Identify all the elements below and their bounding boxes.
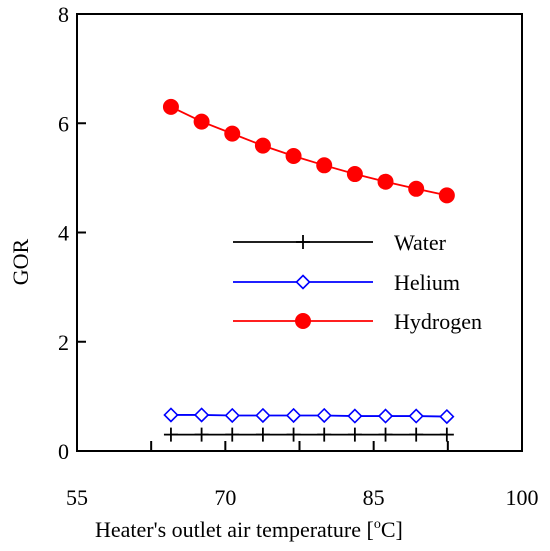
x-axis-title-main: Heater's outlet air temperature [ <box>95 517 374 542</box>
legend-item-water: Water <box>233 230 447 255</box>
data-point-helium-6 <box>347 408 363 424</box>
data-point-helium-1 <box>193 407 210 423</box>
y-axis: 0 2 4 6 8 <box>58 2 86 464</box>
legend-marker-hydrogen <box>295 313 311 329</box>
x-axis-title: Heater's outlet air temperature [oC] <box>95 517 403 542</box>
data-point-hydrogen-7 <box>377 173 394 190</box>
x-tick-label: 70 <box>214 485 236 510</box>
data-point-water-3 <box>255 427 270 442</box>
data-point-hydrogen-4 <box>285 148 302 165</box>
data-point-hydrogen-3 <box>254 137 271 154</box>
data-point-water-2 <box>225 427 240 442</box>
data-point-helium-9 <box>439 408 455 425</box>
x-axis-title-tail: C] <box>381 517 403 542</box>
series-line-hydrogen <box>170 106 448 197</box>
data-point-helium-3 <box>255 407 271 424</box>
y-axis-title: GOR <box>8 238 33 285</box>
x-tick-label: 100 <box>506 485 539 510</box>
data-point-helium-2 <box>224 407 240 424</box>
data-point-water-5 <box>317 427 332 442</box>
data-point-helium-7 <box>377 408 394 424</box>
series-hydrogen <box>162 98 455 204</box>
data-point-helium-0 <box>163 407 179 423</box>
data-point-helium-4 <box>285 407 302 424</box>
data-point-water-7 <box>378 427 393 442</box>
legend-label-hydrogen: Hydrogen <box>394 309 482 334</box>
x-tick-label: 55 <box>66 485 88 510</box>
x-axis-title-degree-sup: o <box>374 517 381 532</box>
y-tick-label: 8 <box>58 2 69 27</box>
data-point-hydrogen-2 <box>224 125 241 142</box>
data-point-helium-8 <box>408 408 424 424</box>
plot-border <box>76 13 523 452</box>
series-layer <box>162 98 455 442</box>
data-point-water-8 <box>409 427 424 442</box>
data-point-hydrogen-5 <box>316 157 333 174</box>
x-tick-label: 85 <box>363 485 385 510</box>
legend: Water Helium Hydrogen <box>233 230 482 334</box>
y-tick-label: 4 <box>58 221 69 246</box>
data-point-hydrogen-8 <box>408 180 425 197</box>
data-point-water-9 <box>439 427 454 442</box>
y-tick-label: 6 <box>58 111 69 136</box>
data-point-water-0 <box>163 427 178 442</box>
legend-item-helium: Helium <box>233 270 460 295</box>
data-point-hydrogen-1 <box>193 113 210 130</box>
series-water <box>163 427 454 442</box>
data-point-helium-5 <box>316 407 332 424</box>
legend-marker-helium <box>295 274 311 290</box>
series-helium <box>163 407 455 425</box>
y-tick-label: 2 <box>58 330 69 355</box>
data-point-hydrogen-9 <box>438 187 455 204</box>
data-point-water-6 <box>347 427 362 442</box>
legend-marker-water <box>296 235 310 249</box>
y-tick-label: 0 <box>58 439 69 464</box>
data-point-hydrogen-0 <box>162 98 179 115</box>
plot-frame <box>76 13 523 452</box>
data-point-hydrogen-6 <box>346 166 363 183</box>
data-point-water-4 <box>286 427 301 442</box>
legend-label-helium: Helium <box>394 270 460 295</box>
data-point-water-1 <box>194 427 209 442</box>
x-axis: 55 70 85 100 <box>66 441 539 510</box>
legend-item-hydrogen: Hydrogen <box>233 309 482 334</box>
legend-label-water: Water <box>394 230 447 255</box>
series-line-helium <box>170 414 447 418</box>
